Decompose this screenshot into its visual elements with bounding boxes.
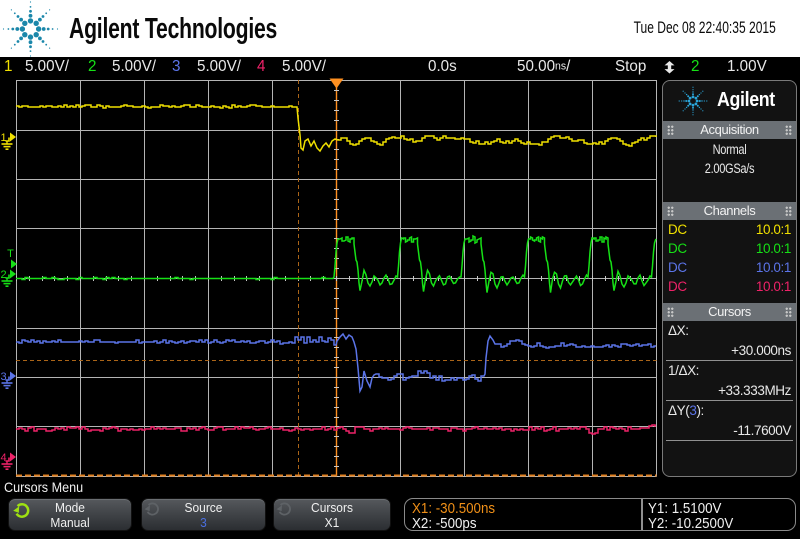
svg-text:T: T: [7, 248, 14, 260]
svg-text:2: 2: [1, 269, 7, 281]
svg-text:1: 1: [1, 132, 7, 144]
svg-text:4: 4: [1, 452, 7, 464]
svg-text:3: 3: [1, 371, 7, 383]
